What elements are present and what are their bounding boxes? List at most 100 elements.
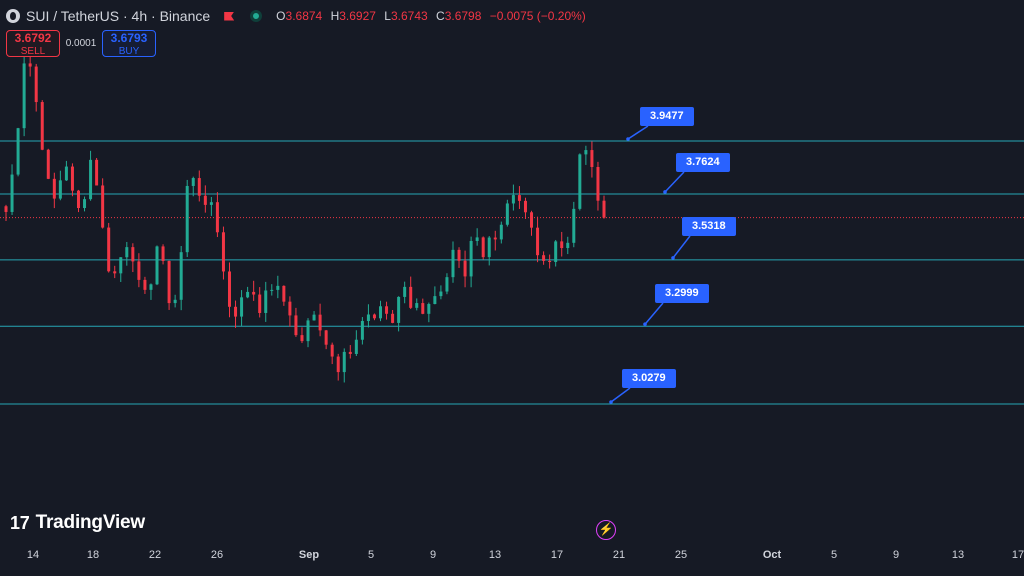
level-label-pointer <box>664 171 685 193</box>
time-axis-tick: 9 <box>429 549 437 561</box>
trade-panel: 3.6792 SELL 0.0001 3.6793 BUY <box>6 30 156 57</box>
low-value: 3.6743 <box>390 9 428 23</box>
candle <box>10 164 14 215</box>
candle <box>312 311 316 321</box>
buy-button[interactable]: 3.6793 BUY <box>102 30 156 57</box>
time-axis-tick: 14 <box>26 549 40 561</box>
candle <box>70 163 74 197</box>
close-key: C <box>436 9 445 23</box>
candle <box>28 55 32 77</box>
candle <box>294 307 298 337</box>
time-axis-tick: 17 <box>1011 549 1024 561</box>
candle <box>475 228 479 246</box>
high-key: H <box>330 9 340 23</box>
candle <box>318 303 322 337</box>
candle <box>215 192 219 238</box>
candle <box>161 244 165 265</box>
candle <box>427 302 431 323</box>
candle <box>596 161 600 211</box>
lightning-icon[interactable]: ⚡ <box>596 520 616 540</box>
candle <box>584 145 588 165</box>
candle <box>530 210 534 236</box>
candle <box>58 170 62 201</box>
candle <box>64 160 68 181</box>
candle <box>542 251 546 265</box>
candle <box>578 153 582 211</box>
time-axis-tick: 17 <box>550 549 564 561</box>
candle <box>203 185 207 213</box>
candle <box>252 280 256 301</box>
level-price-label[interactable]: 3.5318 <box>682 217 736 236</box>
level-anchor-dot <box>663 190 667 194</box>
time-axis-tick: 9 <box>892 549 900 561</box>
sell-label: SELL <box>20 46 46 57</box>
level-anchor-dot <box>671 256 675 260</box>
time-axis-tick: Sep <box>298 549 320 561</box>
candle <box>379 300 383 322</box>
candle <box>83 196 87 212</box>
candle <box>385 301 389 320</box>
candle <box>89 150 93 201</box>
tradingview-logo[interactable]: 17 TradingView <box>10 512 145 534</box>
buy-label: BUY <box>118 46 140 57</box>
symbol-title[interactable]: SUI / TetherUS · 4h · Binance <box>26 8 211 24</box>
candle <box>4 204 8 222</box>
spread-value: 0.0001 <box>65 38 97 49</box>
ohlc-values: O3.6874 H3.6927 L3.6743 C3.6798 −0.0075 … <box>276 9 591 23</box>
level-label-pointer <box>672 235 691 259</box>
horizontal-levels <box>0 125 1024 405</box>
candle <box>439 285 443 300</box>
candle <box>457 247 461 268</box>
sell-price: 3.6792 <box>14 31 52 45</box>
candle <box>336 353 340 381</box>
candle <box>107 222 111 273</box>
candle <box>463 250 467 288</box>
candle <box>566 236 570 255</box>
candle <box>330 342 334 365</box>
sell-button[interactable]: 3.6792 SELL <box>6 30 60 57</box>
candle <box>445 273 449 295</box>
candle <box>209 196 213 216</box>
candle <box>227 262 231 318</box>
level-price-label[interactable]: 3.9477 <box>640 107 694 126</box>
candle <box>505 199 509 227</box>
candle <box>572 201 576 248</box>
candle <box>234 300 238 328</box>
level-price-label[interactable]: 3.2999 <box>655 284 709 303</box>
candle <box>511 184 515 211</box>
candle <box>246 286 250 299</box>
candle <box>52 172 56 209</box>
candle <box>391 310 395 324</box>
flag-icon[interactable] <box>224 11 235 21</box>
candle <box>46 148 50 180</box>
candle <box>143 276 147 294</box>
candle <box>40 100 44 151</box>
time-axis-tick: 13 <box>951 549 965 561</box>
time-axis-tick: 26 <box>210 549 224 561</box>
candle <box>324 329 328 350</box>
time-axis-tick: 25 <box>674 549 688 561</box>
level-label-pointer <box>627 125 649 140</box>
candle <box>155 245 159 286</box>
level-label-pointer <box>610 387 631 403</box>
candle <box>258 287 262 318</box>
time-axis-tick: 5 <box>830 549 838 561</box>
tradingview-logo-text: TradingView <box>35 512 146 533</box>
candle <box>366 304 370 328</box>
candle <box>397 296 401 332</box>
level-price-label[interactable]: 3.0279 <box>622 369 676 388</box>
market-status-icon[interactable] <box>250 10 263 22</box>
candle <box>403 281 407 304</box>
candle <box>481 236 485 260</box>
candle <box>499 221 503 244</box>
candle <box>131 243 135 273</box>
level-price-label[interactable]: 3.7624 <box>676 153 730 172</box>
candle <box>137 253 141 288</box>
candle <box>276 275 280 299</box>
candles <box>4 55 606 383</box>
sui-coin-icon <box>6 9 20 23</box>
candle <box>125 241 129 266</box>
low-key: L <box>384 9 391 23</box>
candle <box>348 345 352 359</box>
